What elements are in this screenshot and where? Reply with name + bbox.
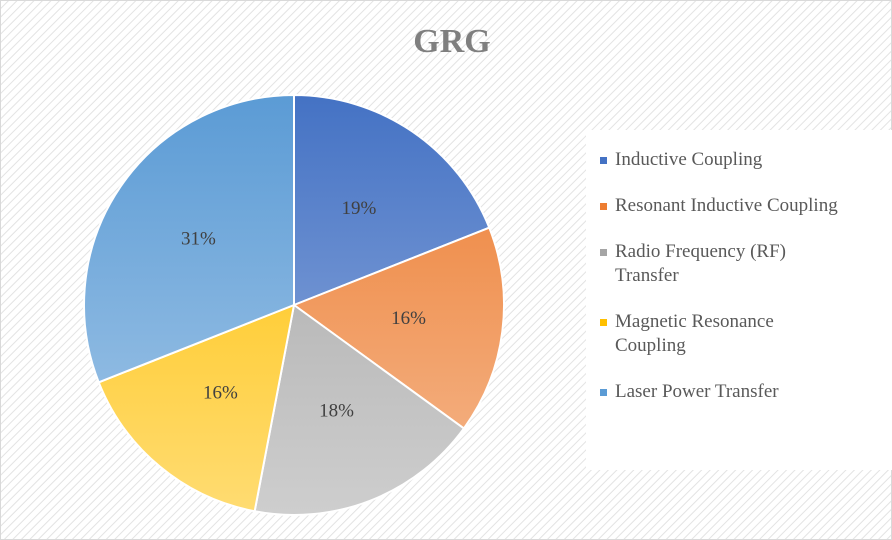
legend-item: Inductive Coupling: [586, 148, 892, 172]
legend-label: Radio Frequency (RF) Transfer: [615, 241, 786, 286]
pie-slice: [253, 303, 466, 516]
legend-swatch: [600, 249, 607, 256]
legend-item: Laser Power Transfer: [586, 380, 892, 404]
legend-label: Laser Power Transfer: [615, 381, 779, 402]
data-label: 19%: [342, 198, 377, 219]
legend-item: Radio Frequency (RF) Transfer: [586, 240, 892, 288]
chart-title: GRG: [413, 23, 490, 60]
legend-swatch: [600, 203, 607, 210]
legend-swatch: [600, 389, 607, 396]
data-label: 16%: [203, 382, 238, 403]
legend-item: Resonant Inductive Coupling: [586, 194, 892, 218]
data-label: 31%: [181, 228, 216, 249]
legend-swatch: [600, 157, 607, 164]
pie-slice: [97, 303, 296, 513]
pie-slice: [291, 226, 505, 430]
legend-label: Resonant Inductive Coupling: [615, 195, 838, 216]
data-label: 18%: [319, 401, 354, 422]
legend-swatch: [600, 319, 607, 326]
pie-slice: [83, 93, 295, 384]
legend-label: Inductive Coupling: [615, 149, 763, 170]
pie-slice: [293, 93, 491, 307]
pie: 19% 16% 18% 16% 31%: [83, 93, 505, 516]
data-label: 16%: [391, 308, 426, 329]
legend: Inductive Coupling Resonant Inductive Cou…: [586, 130, 892, 470]
legend-label: Magnetic Resonance Coupling: [615, 311, 774, 356]
legend-item: Magnetic Resonance Coupling: [586, 310, 892, 358]
